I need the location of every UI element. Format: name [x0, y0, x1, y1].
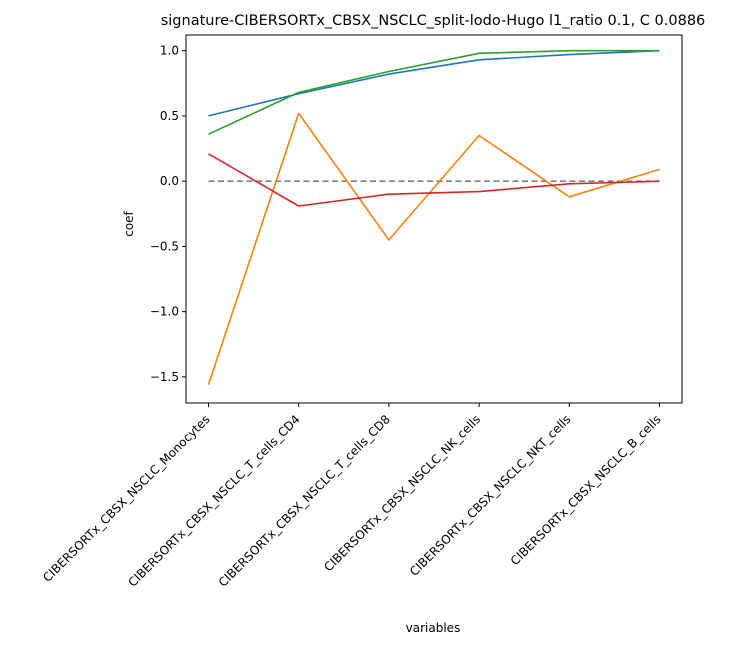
x-tick-label: CIBERSORTx_CBSX_NSCLC_T_cells_CD4: [125, 412, 302, 589]
y-tick-label: 0.5: [160, 109, 179, 123]
chart-title: signature-CIBERSORTx_CBSX_NSCLC_split-lo…: [161, 13, 706, 29]
x-axis-label: variables: [406, 621, 461, 635]
x-tick-label: CIBERSORTx_CBSX_NSCLC_NK_cells: [321, 412, 483, 574]
series-line-2: [207, 112, 660, 385]
x-tick-label: CIBERSORTx_CBSX_NSCLC_T_cells_CD8: [216, 412, 393, 589]
series-line-3: [208, 49, 660, 135]
y-tick-label: −1.5: [150, 370, 179, 384]
y-tick-label: −0.5: [150, 239, 179, 253]
x-tick-label: CIBERSORTx_CBSX_NSCLC_Monocytes: [40, 412, 213, 585]
y-tick-label: 1.0: [160, 44, 179, 58]
axes-frame: [185, 34, 683, 404]
y-tick-label: 0.0: [160, 174, 179, 188]
y-tick-label: −1.0: [150, 305, 179, 319]
x-tick-label: CIBERSORTx_CBSX_NSCLC_B_cells: [508, 412, 664, 568]
series-line-4: [208, 153, 660, 207]
series-line-1: [208, 49, 660, 117]
x-tick-label: CIBERSORTx_CBSX_NSCLC_NKT_cells: [407, 412, 573, 578]
plot-area: 1.0 0.5 0.0 −0.5 −1.0 −1.5 CIBERSORTx_CBSX_NSC…: [40, 34, 683, 590]
y-axis-label: coef: [122, 210, 136, 236]
